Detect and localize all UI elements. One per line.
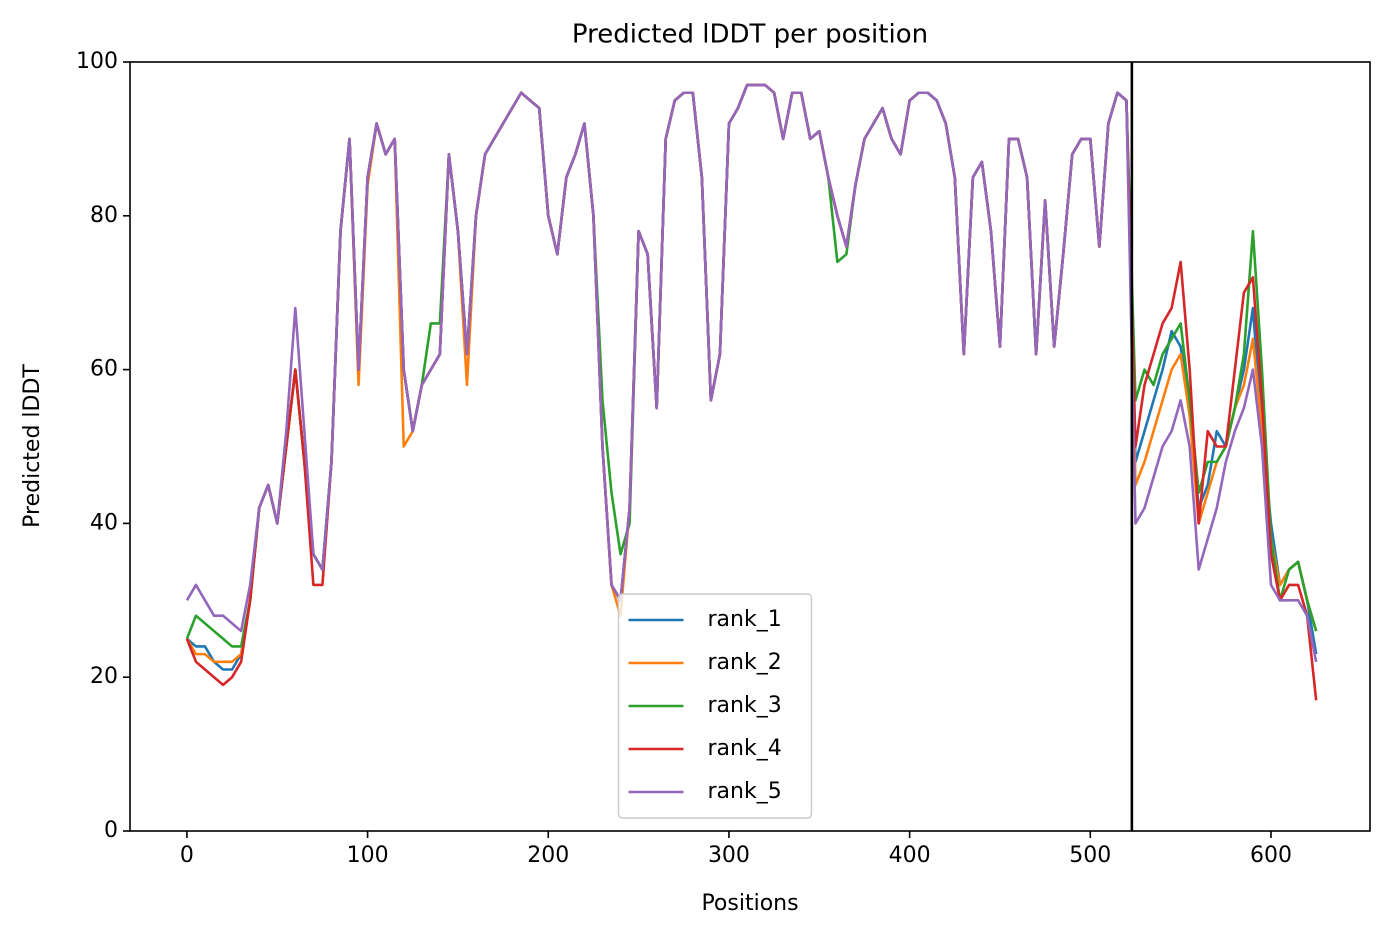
chart-title: Predicted lDDT per position	[572, 20, 928, 50]
x-tick-label: 600	[1250, 843, 1292, 868]
y-tick-label: 100	[76, 49, 118, 74]
series-line	[185, 83, 1318, 648]
y-tick-label: 0	[104, 818, 118, 843]
legend-label: rank_4	[708, 736, 782, 761]
x-tick-label: 0	[180, 843, 194, 868]
series-line	[185, 83, 1318, 663]
legend-label: rank_5	[708, 779, 782, 804]
y-axis-label: Predicted lDDT	[20, 364, 45, 528]
y-tick-label: 80	[90, 203, 118, 228]
x-axis-label: Positions	[701, 891, 798, 916]
y-tick-label: 40	[90, 510, 118, 535]
x-tick-label: 500	[1069, 843, 1111, 868]
y-tick-label: 60	[90, 357, 118, 382]
x-tick-label: 400	[889, 843, 931, 868]
legend-label: rank_1	[708, 607, 782, 632]
legend-box	[617, 593, 813, 819]
y-tick-label: 20	[90, 664, 118, 689]
plot-frame	[129, 61, 1371, 832]
x-tick-label: 200	[527, 843, 569, 868]
x-tick-label: 100	[347, 843, 389, 868]
legend-label: rank_3	[708, 693, 782, 718]
legend-label: rank_2	[708, 650, 782, 675]
x-tick-label: 300	[708, 843, 750, 868]
